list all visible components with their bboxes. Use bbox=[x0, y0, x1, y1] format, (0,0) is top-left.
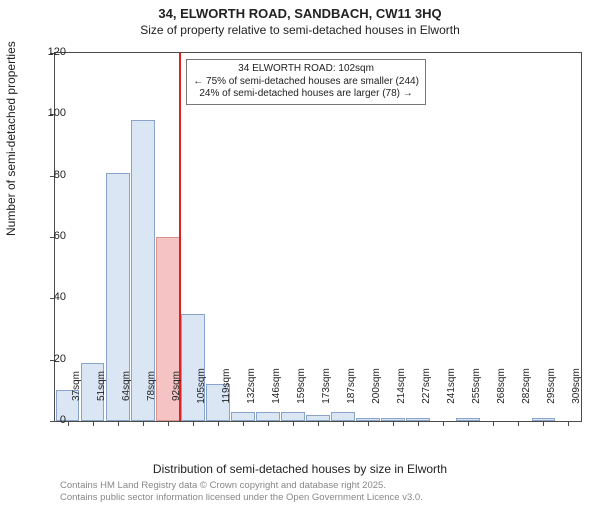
x-tick bbox=[68, 421, 69, 426]
y-tick-label: 100 bbox=[36, 107, 66, 119]
x-tick bbox=[268, 421, 269, 426]
footer-line-1: Contains HM Land Registry data © Crown c… bbox=[60, 480, 423, 492]
x-tick-label: 51sqm bbox=[96, 371, 107, 401]
x-tick bbox=[468, 421, 469, 426]
x-tick bbox=[493, 421, 494, 426]
x-tick-label: 64sqm bbox=[121, 371, 132, 401]
y-tick-label: 0 bbox=[36, 414, 66, 426]
x-tick bbox=[343, 421, 344, 426]
histogram-bar bbox=[281, 412, 305, 421]
x-tick-label: 282sqm bbox=[521, 368, 532, 404]
x-tick-label: 132sqm bbox=[246, 368, 257, 404]
histogram-bar bbox=[331, 412, 355, 421]
y-tick-label: 80 bbox=[36, 169, 66, 181]
x-tick bbox=[568, 421, 569, 426]
x-tick bbox=[318, 421, 319, 426]
x-tick-label: 200sqm bbox=[371, 368, 382, 404]
y-tick-label: 20 bbox=[36, 353, 66, 365]
y-tick-label: 40 bbox=[36, 291, 66, 303]
x-tick-label: 268sqm bbox=[496, 368, 507, 404]
footer-line-2: Contains public sector information licen… bbox=[60, 492, 423, 504]
y-tick-label: 120 bbox=[36, 46, 66, 58]
x-tick bbox=[193, 421, 194, 426]
x-tick-label: 37sqm bbox=[71, 371, 82, 401]
x-tick bbox=[243, 421, 244, 426]
x-tick-label: 295sqm bbox=[546, 368, 557, 404]
x-tick bbox=[118, 421, 119, 426]
x-tick bbox=[418, 421, 419, 426]
title-line-1: 34, ELWORTH ROAD, SANDBACH, CW11 3HQ bbox=[0, 6, 600, 21]
title-line-2: Size of property relative to semi-detach… bbox=[0, 23, 600, 37]
x-tick bbox=[518, 421, 519, 426]
plot-region: 34 ELWORTH ROAD: 102sqm← 75% of semi-det… bbox=[54, 52, 582, 422]
annotation-line-1: 34 ELWORTH ROAD: 102sqm bbox=[193, 63, 419, 76]
x-tick-label: 92sqm bbox=[171, 371, 182, 401]
x-tick bbox=[93, 421, 94, 426]
x-axis-label: Distribution of semi-detached houses by … bbox=[0, 462, 600, 476]
x-tick-label: 78sqm bbox=[146, 371, 157, 401]
x-tick-label: 105sqm bbox=[196, 368, 207, 404]
x-tick-label: 309sqm bbox=[571, 368, 582, 404]
histogram-bar bbox=[231, 412, 255, 421]
x-tick bbox=[393, 421, 394, 426]
footer-attribution: Contains HM Land Registry data © Crown c… bbox=[60, 480, 423, 504]
x-tick-label: 187sqm bbox=[346, 368, 357, 404]
x-tick bbox=[168, 421, 169, 426]
x-tick-label: 214sqm bbox=[396, 368, 407, 404]
annotation-line-3: 24% of semi-detached houses are larger (… bbox=[193, 88, 419, 101]
annotation-line-2: ← 75% of semi-detached houses are smalle… bbox=[193, 76, 419, 89]
chart-area: 34 ELWORTH ROAD: 102sqm← 75% of semi-det… bbox=[54, 52, 582, 422]
reference-line bbox=[179, 53, 181, 421]
x-tick bbox=[443, 421, 444, 426]
x-tick bbox=[368, 421, 369, 426]
histogram-bar bbox=[256, 412, 280, 421]
x-tick bbox=[143, 421, 144, 426]
x-tick-label: 255sqm bbox=[471, 368, 482, 404]
x-tick bbox=[218, 421, 219, 426]
x-tick-label: 227sqm bbox=[421, 368, 432, 404]
annotation-box: 34 ELWORTH ROAD: 102sqm← 75% of semi-det… bbox=[186, 59, 426, 105]
y-axis-label: Number of semi-detached properties bbox=[4, 41, 18, 236]
x-tick bbox=[543, 421, 544, 426]
x-tick bbox=[293, 421, 294, 426]
x-tick-label: 146sqm bbox=[271, 368, 282, 404]
x-tick-label: 173sqm bbox=[321, 368, 332, 404]
x-tick-label: 119sqm bbox=[221, 369, 232, 404]
y-tick-label: 60 bbox=[36, 230, 66, 242]
x-tick-label: 159sqm bbox=[296, 368, 307, 404]
x-tick-label: 241sqm bbox=[446, 368, 457, 404]
